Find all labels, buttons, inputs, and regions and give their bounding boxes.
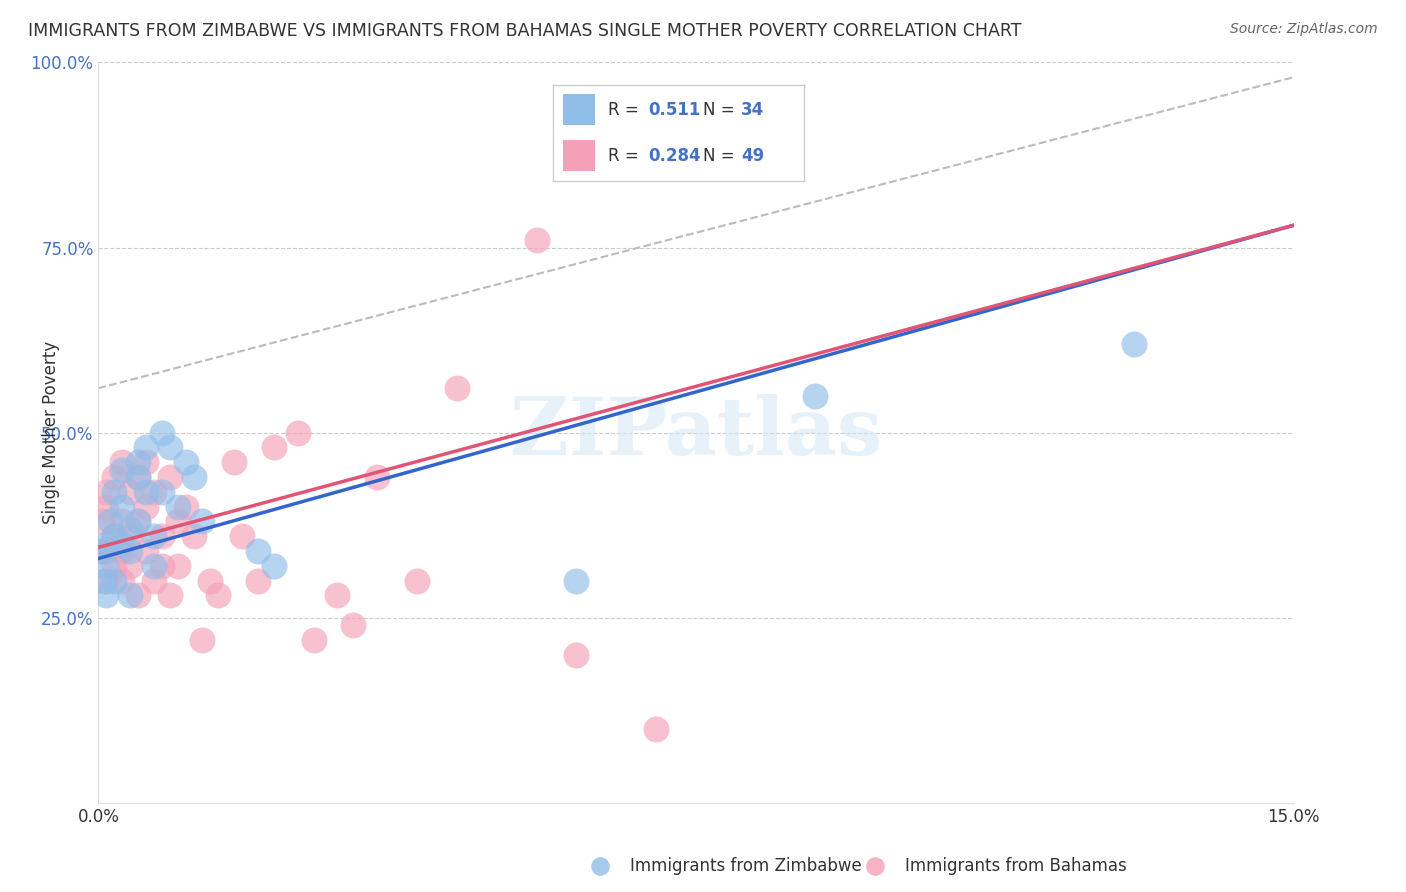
Point bbox=[159, 441, 181, 455]
Point bbox=[120, 484, 142, 499]
Point bbox=[135, 484, 157, 499]
Point bbox=[174, 500, 197, 514]
Point bbox=[191, 515, 214, 529]
Point bbox=[111, 455, 134, 469]
Point bbox=[150, 484, 173, 499]
Point bbox=[120, 558, 142, 573]
Point bbox=[150, 529, 173, 543]
Point bbox=[103, 574, 125, 588]
Point bbox=[326, 589, 349, 603]
Point bbox=[120, 522, 142, 536]
Point bbox=[91, 544, 114, 558]
Point bbox=[93, 574, 115, 588]
Point bbox=[96, 484, 118, 499]
Point bbox=[1123, 336, 1146, 351]
Point bbox=[111, 462, 134, 476]
Point bbox=[135, 544, 157, 558]
Point bbox=[366, 470, 388, 484]
Point bbox=[183, 470, 205, 484]
Point bbox=[207, 589, 229, 603]
Point bbox=[98, 515, 122, 529]
Point bbox=[103, 484, 125, 499]
Point bbox=[565, 648, 588, 662]
Point bbox=[167, 558, 190, 573]
Point bbox=[302, 632, 325, 647]
Point bbox=[96, 500, 118, 514]
Point bbox=[167, 515, 190, 529]
Point bbox=[103, 529, 125, 543]
Point bbox=[96, 558, 118, 573]
Text: Source: ZipAtlas.com: Source: ZipAtlas.com bbox=[1230, 22, 1378, 37]
Point bbox=[804, 388, 827, 402]
Point bbox=[127, 515, 149, 529]
Point bbox=[127, 589, 149, 603]
Point bbox=[103, 558, 125, 573]
Point bbox=[103, 529, 125, 543]
Point bbox=[111, 515, 134, 529]
Point bbox=[111, 500, 134, 514]
Point bbox=[120, 544, 142, 558]
Point bbox=[111, 544, 134, 558]
Point bbox=[222, 455, 245, 469]
Point bbox=[127, 455, 149, 469]
Point bbox=[159, 470, 181, 484]
Point bbox=[96, 574, 118, 588]
Point bbox=[96, 536, 118, 550]
Point bbox=[150, 425, 173, 440]
Point bbox=[231, 529, 253, 543]
Point bbox=[135, 500, 157, 514]
Point bbox=[96, 589, 118, 603]
Point bbox=[111, 574, 134, 588]
Point bbox=[91, 515, 114, 529]
Point bbox=[446, 381, 468, 395]
Point bbox=[127, 515, 149, 529]
Point bbox=[287, 425, 309, 440]
Point bbox=[90, 544, 112, 558]
Point bbox=[135, 455, 157, 469]
Point bbox=[167, 500, 190, 514]
Point bbox=[127, 470, 149, 484]
Point bbox=[246, 574, 269, 588]
Point bbox=[150, 558, 173, 573]
Point bbox=[143, 574, 166, 588]
Point bbox=[143, 529, 166, 543]
Text: Immigrants from Zimbabwe: Immigrants from Zimbabwe bbox=[630, 856, 862, 875]
Point bbox=[120, 529, 142, 543]
Point bbox=[143, 484, 166, 499]
Point bbox=[143, 558, 166, 573]
Point bbox=[198, 574, 221, 588]
Point bbox=[246, 544, 269, 558]
Text: Immigrants from Bahamas: Immigrants from Bahamas bbox=[905, 856, 1126, 875]
Point bbox=[111, 536, 134, 550]
Point bbox=[127, 470, 149, 484]
Text: Single Mother Poverty: Single Mother Poverty bbox=[42, 341, 59, 524]
Point bbox=[263, 441, 285, 455]
Point bbox=[191, 632, 214, 647]
Point bbox=[406, 574, 429, 588]
Point bbox=[183, 529, 205, 543]
Point bbox=[159, 589, 181, 603]
Point bbox=[645, 722, 668, 736]
Point bbox=[342, 618, 364, 632]
Point bbox=[174, 455, 197, 469]
Point bbox=[565, 574, 588, 588]
Point bbox=[103, 470, 125, 484]
Text: IMMIGRANTS FROM ZIMBABWE VS IMMIGRANTS FROM BAHAMAS SINGLE MOTHER POVERTY CORREL: IMMIGRANTS FROM ZIMBABWE VS IMMIGRANTS F… bbox=[28, 22, 1022, 40]
Point bbox=[135, 441, 157, 455]
Text: ZIPatlas: ZIPatlas bbox=[510, 393, 882, 472]
Point bbox=[120, 589, 142, 603]
Point bbox=[526, 233, 548, 247]
Point bbox=[96, 544, 118, 558]
Point bbox=[263, 558, 285, 573]
